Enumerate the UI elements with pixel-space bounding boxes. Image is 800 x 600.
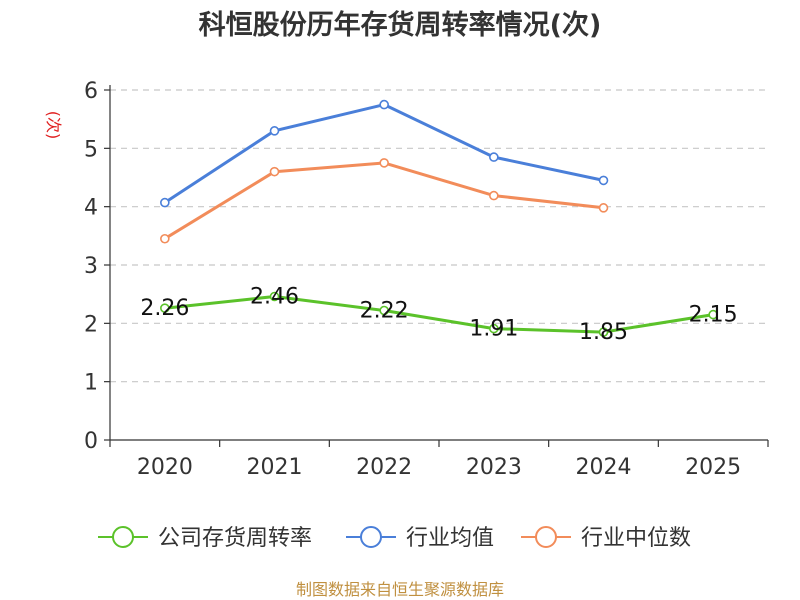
y-tick-label: 6	[84, 79, 98, 104]
x-tick-label-2022: 2022	[356, 455, 412, 480]
series-point-2-2024	[598, 203, 609, 213]
y-axis-label: (次)	[44, 111, 63, 140]
series-point-0-2025	[708, 309, 718, 320]
data-label-2020: 2.26	[140, 296, 189, 321]
data-label-2021: 2.46	[250, 285, 299, 310]
y-tick-label: 4	[84, 196, 98, 221]
legend-marker-2	[535, 526, 557, 548]
series-point-2-2023	[489, 190, 499, 201]
series-point-0-2020	[160, 303, 170, 313]
data-label-2025: 2.15	[689, 303, 738, 328]
series-point-1-2023	[489, 152, 499, 162]
data-labels: 2.26 2.46 2.22 1.91 1.85 2.15	[140, 285, 737, 346]
x-tick-label-2024: 2024	[576, 455, 632, 480]
series-lines	[160, 99, 718, 337]
data-label-2022: 2.22	[360, 299, 409, 324]
series-point-1-2020	[160, 197, 170, 208]
legend-label-1: 行业均值	[406, 526, 494, 551]
series-point-1-2024	[598, 175, 609, 186]
series-line-0	[164, 295, 714, 334]
x-tick-label-2020: 2020	[137, 455, 193, 480]
legend: 公司存货周转率 行业均值 行业中位数	[98, 526, 691, 551]
series-point-1-2021	[269, 126, 280, 136]
series-line-2	[164, 161, 604, 240]
y-tick-label: 0	[84, 429, 98, 454]
axes: 0 1 2 3 4 5 6 2020 2021 2022 2023 2024 2025	[84, 79, 769, 480]
y-tick-label: 5	[84, 137, 98, 162]
legend-marker-1	[360, 526, 382, 548]
source-note: 制图数据来自恒生聚源数据库	[296, 580, 504, 599]
x-tick-label-2025: 2025	[685, 455, 741, 480]
series-point-2-2021	[269, 166, 280, 177]
y-tick-label: 2	[84, 312, 98, 337]
y-tick-label: 1	[84, 371, 98, 396]
series-point-2-2022	[379, 158, 389, 168]
x-tick-label-2023: 2023	[466, 455, 522, 480]
x-tick-label-2021: 2021	[247, 455, 303, 480]
series-point-1-2022	[379, 99, 389, 110]
series-point-0-2021	[269, 291, 280, 302]
data-label-2023: 1.91	[469, 317, 518, 342]
series-line-1	[163, 103, 604, 204]
series-point-0-2023	[489, 323, 499, 334]
series-point-0-2024	[598, 327, 609, 337]
series-point-0-2022	[379, 305, 389, 316]
series-point-2-2020	[160, 233, 170, 244]
legend-label-2: 行业中位数	[581, 526, 691, 551]
legend-marker-0	[112, 526, 134, 548]
y-tick-label: 3	[84, 254, 98, 279]
data-label-2024: 1.85	[579, 320, 628, 345]
chart-title: 科恒股份历年存货周转率情况(次)	[199, 9, 602, 41]
grid-lines	[110, 89, 768, 383]
legend-label-0: 公司存货周转率	[158, 526, 312, 551]
